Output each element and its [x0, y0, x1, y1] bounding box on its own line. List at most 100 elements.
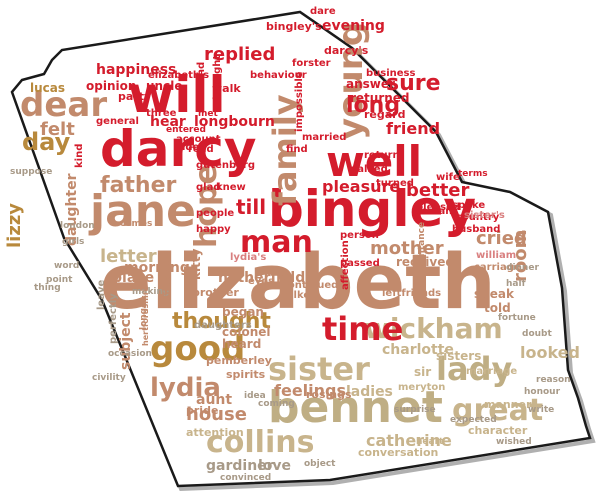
word-bingley: bingley [268, 180, 476, 238]
word-talked: talked [282, 290, 317, 301]
word-regard: regard [364, 108, 405, 121]
word-husband: husband [452, 224, 500, 235]
word-wished: wished [496, 437, 532, 447]
word-suppose: suppose [10, 167, 52, 177]
word-daughter: daughter [64, 173, 80, 246]
word-collins: collins [206, 425, 314, 460]
word-met: met [198, 109, 218, 119]
word-longer: longer [139, 297, 149, 330]
word-comes: comes [120, 219, 152, 229]
word-love: love [258, 458, 291, 474]
word-aunt: aunt [196, 392, 232, 408]
word-conversation: conversation [358, 446, 438, 459]
word-people: people [196, 208, 234, 219]
word-reason: reason [536, 375, 571, 385]
word-will: will [128, 66, 226, 124]
word-meryton: meryton [398, 382, 445, 393]
word-glad: glad [196, 182, 221, 193]
word-elizabeth: elizabeth [100, 237, 496, 326]
word-brought: brought [212, 55, 223, 100]
word-sister-s: sister's [464, 210, 505, 221]
word-mother: mother [370, 238, 444, 259]
word-terms: terms [458, 169, 488, 179]
word-room: room [510, 230, 531, 282]
word-looked: looked [520, 343, 580, 362]
word-situation: situation [163, 255, 173, 300]
word-began: began [222, 305, 264, 319]
word-daughters: daughters [194, 320, 252, 331]
word-person: person [340, 230, 379, 241]
word-knew: knew [216, 182, 246, 193]
word-business: business [366, 68, 416, 79]
word-told: told [484, 301, 511, 315]
word-idea: idea [244, 391, 266, 401]
word-colonel: colonel [222, 325, 271, 339]
word-coming: coming [258, 399, 295, 409]
word-doubt: doubt [522, 329, 552, 339]
word-william: william [476, 250, 516, 261]
word-better: better [406, 180, 470, 201]
word-wickham: wickham [364, 312, 503, 345]
word-brother: brother [192, 286, 239, 299]
word-lady: lady [436, 350, 512, 388]
word-house: house [186, 404, 247, 425]
word-well: well [326, 137, 422, 186]
word-passed: passed [340, 258, 380, 269]
word-sister: sister [268, 350, 370, 388]
word-woman: woman [412, 206, 452, 217]
word-replied: replied [204, 44, 275, 65]
word-speak: speak [474, 287, 515, 301]
word-write: write [528, 405, 554, 415]
word-perfectly: perfectly [108, 293, 119, 344]
word-point: point [46, 275, 73, 285]
word-dinner: dinner [506, 263, 539, 273]
word-heart: heart [416, 437, 444, 447]
word-kitty: kitty [189, 248, 203, 280]
word-gutenberg: gutenberg [196, 160, 255, 171]
word-bennet: bennet [268, 382, 443, 433]
word-walk: walk [212, 82, 241, 95]
word-eyes: eyes [248, 276, 274, 287]
word-attention: attention [186, 426, 244, 439]
word-three: three [146, 108, 177, 119]
word-thought: thought [172, 309, 271, 334]
word-london: london [60, 221, 95, 231]
word-hear: hear [150, 114, 186, 130]
word-lydia: lydia [150, 373, 221, 403]
word-walked: walked [348, 164, 388, 175]
word-continued: continued [282, 280, 338, 291]
word-entered: entered [166, 125, 206, 135]
word-read: read [188, 144, 214, 155]
word-impossible: impossible [294, 71, 305, 132]
word-surprise: surprise [394, 405, 436, 415]
word-wife: wife [436, 172, 460, 183]
word-girls: girls [62, 237, 84, 247]
word-lucas: lucas [30, 81, 65, 95]
word-uncle: uncle [146, 79, 182, 93]
word-manner: manner [484, 398, 532, 411]
word-return: return [364, 150, 400, 161]
word-pleasure: pleasure [322, 177, 400, 196]
word-side: side [176, 142, 200, 153]
word-thing: thing [34, 283, 61, 293]
word-great: great [452, 393, 543, 428]
word-subject: subject [118, 312, 134, 370]
word-morning: morning [124, 260, 190, 276]
word-behaviour: behaviour [250, 70, 307, 81]
word-pleased: pleased [416, 202, 460, 213]
word-happiness: happiness [96, 62, 176, 78]
word-convinced: convinced [220, 473, 271, 483]
word-evening: evening [322, 18, 385, 34]
word-gardiner: gardiner [206, 458, 274, 474]
word-marriage: marriage [466, 366, 517, 377]
word-half: half [506, 279, 526, 289]
word-heard: heard [222, 337, 261, 351]
word-long: long [346, 93, 400, 118]
word-charlotte: charlotte [382, 342, 454, 358]
word-lydia-s: lydia's [230, 252, 266, 263]
word-feelings: feelings [274, 381, 346, 400]
word-received: received [396, 255, 454, 269]
word-catherine: catherine [366, 431, 452, 450]
word-time: time [322, 310, 403, 348]
